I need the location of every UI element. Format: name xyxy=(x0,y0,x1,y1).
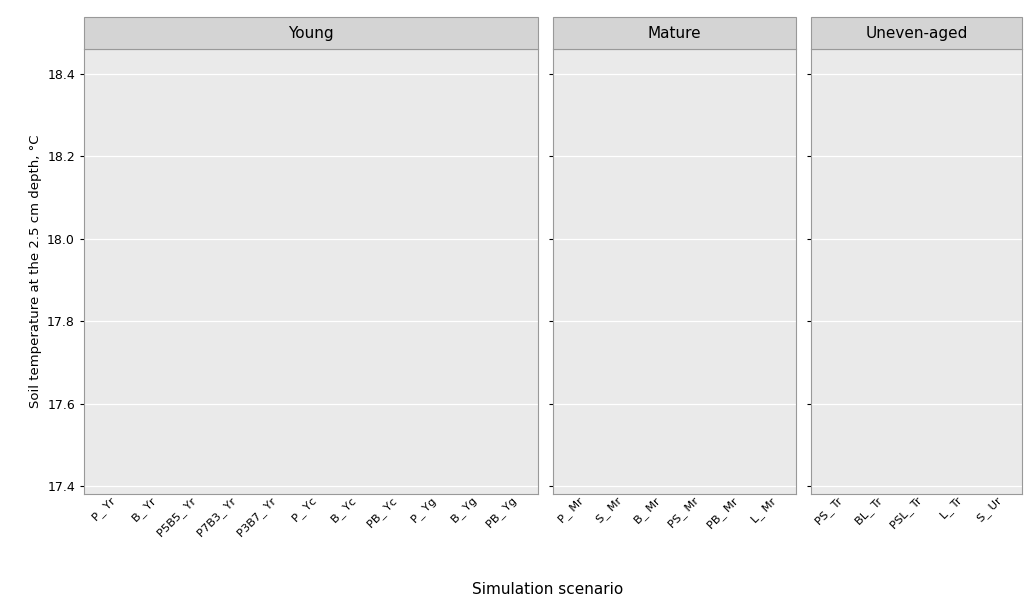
FancyBboxPatch shape xyxy=(84,17,538,49)
Text: Young: Young xyxy=(288,26,334,41)
Text: Simulation scenario: Simulation scenario xyxy=(472,582,624,597)
Text: Uneven-aged: Uneven-aged xyxy=(865,26,968,41)
FancyBboxPatch shape xyxy=(553,17,796,49)
Text: Mature: Mature xyxy=(647,26,701,41)
FancyBboxPatch shape xyxy=(811,17,1022,49)
Y-axis label: Soil temperature at the 2.5 cm depth, °C: Soil temperature at the 2.5 cm depth, °C xyxy=(29,135,42,408)
